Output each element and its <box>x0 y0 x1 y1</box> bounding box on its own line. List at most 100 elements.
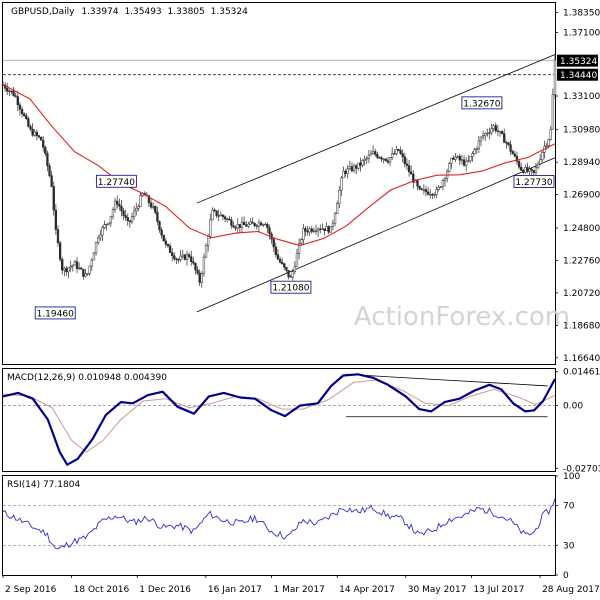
candle <box>107 222 110 226</box>
candle <box>401 149 404 163</box>
candle-body <box>534 167 538 173</box>
candle <box>219 211 222 217</box>
candle-body <box>308 228 311 233</box>
rsi-panel-frame <box>2 475 556 576</box>
candle-body <box>204 245 208 258</box>
candle <box>496 124 500 137</box>
candle-body <box>513 153 516 157</box>
candle-body <box>365 157 368 160</box>
candle-body <box>156 212 159 222</box>
candle-body <box>511 151 514 155</box>
candle <box>352 163 356 174</box>
candle <box>481 130 485 140</box>
candle-body <box>164 240 168 245</box>
candle-body <box>99 234 102 239</box>
x-tick-label: 2 Sep 2016 <box>5 585 57 595</box>
candle-body <box>105 223 108 226</box>
candle <box>281 257 284 265</box>
candle-body <box>433 194 436 196</box>
candle-body <box>137 206 140 209</box>
candle <box>386 157 390 165</box>
candle <box>251 217 254 224</box>
main-price-layer: 1.27740 1.19460 1.21080 1.32670 1.27730 <box>1 54 557 319</box>
candle <box>348 160 352 171</box>
candle <box>124 209 127 222</box>
candle <box>331 219 335 231</box>
candle <box>524 164 527 174</box>
candle <box>223 215 227 223</box>
candle-body <box>92 252 96 261</box>
candle <box>204 243 208 258</box>
candle <box>412 170 415 189</box>
main-y-tick-label: 1.24800 <box>563 224 600 234</box>
candle-body <box>27 118 30 127</box>
candle-body <box>31 128 34 136</box>
candle <box>253 222 256 228</box>
candle-body <box>515 155 519 162</box>
candle <box>384 158 387 162</box>
candle-body <box>58 242 62 260</box>
watermark: ActionForex.com <box>354 302 570 332</box>
candle <box>418 185 421 191</box>
candle-body <box>456 156 459 158</box>
candle <box>168 243 172 253</box>
main-y-tick-label: 1.18680 <box>563 321 600 331</box>
candle-body <box>390 153 394 158</box>
candle <box>58 240 62 262</box>
candle <box>302 224 305 246</box>
candle <box>257 219 261 233</box>
candle-body <box>376 154 379 158</box>
candle-body <box>249 221 252 225</box>
candle <box>520 163 523 172</box>
candle <box>367 149 371 163</box>
price-annotation-label: 1.21080 <box>272 284 309 294</box>
candle-body <box>520 166 523 171</box>
candle-body <box>321 228 324 230</box>
candle-body <box>120 206 123 212</box>
candle-body <box>524 167 527 173</box>
candle <box>65 266 68 276</box>
candle-body <box>420 188 423 190</box>
candle <box>295 248 299 267</box>
candle-body <box>33 131 36 136</box>
candle <box>139 191 142 208</box>
candle <box>80 266 83 270</box>
moving-average-line <box>2 84 556 247</box>
candle <box>420 187 423 191</box>
candle <box>194 262 197 275</box>
candle-body <box>192 261 195 264</box>
candle-body <box>405 163 409 166</box>
candle-body <box>10 90 13 93</box>
candle <box>306 226 309 236</box>
candle-body <box>219 214 222 217</box>
candle-body <box>217 215 220 217</box>
candle <box>198 269 201 287</box>
candle-body <box>135 208 138 212</box>
candle-body <box>388 157 392 163</box>
candle-body <box>50 175 53 187</box>
candle-body <box>460 159 464 161</box>
candle <box>333 212 337 227</box>
candle <box>25 112 28 121</box>
candle-body <box>56 229 60 244</box>
candle-body <box>382 158 385 160</box>
candle-body <box>71 264 74 267</box>
candle <box>437 184 440 192</box>
candle <box>454 153 457 163</box>
candle <box>190 250 193 266</box>
x-tick-label: 1 Dec 2016 <box>139 585 191 595</box>
header-low: 1.33805 <box>168 7 205 17</box>
rsi-header: RSI(14) 77.1804 <box>7 480 80 490</box>
candle-body <box>259 222 263 226</box>
candle <box>230 216 233 229</box>
candle <box>249 218 252 226</box>
candle <box>73 259 77 266</box>
candle <box>10 90 13 95</box>
candle-body <box>293 266 297 272</box>
candle <box>416 179 419 191</box>
price-annotation-box <box>270 280 312 294</box>
candle-body <box>272 238 275 248</box>
candle <box>285 266 288 273</box>
candle-body <box>132 210 136 217</box>
candle <box>469 156 472 164</box>
